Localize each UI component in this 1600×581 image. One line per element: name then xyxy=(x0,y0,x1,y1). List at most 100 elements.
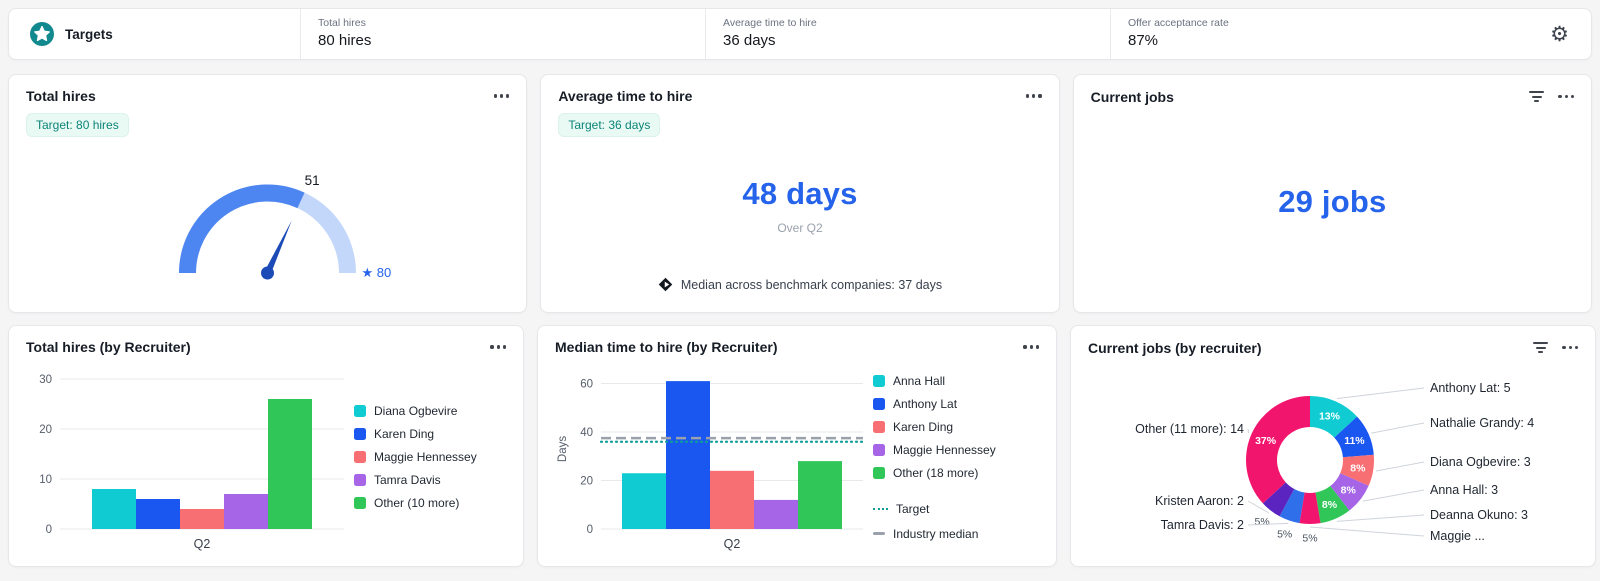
filter-icon[interactable] xyxy=(1529,88,1545,105)
gauge-target-label: ★ 80 xyxy=(362,265,392,280)
slice-percent-label: 5% xyxy=(1302,533,1317,545)
metric-value: 48 days xyxy=(742,175,858,211)
legend-label: Karen Ding xyxy=(893,419,954,434)
legend-label: Maggie Hennessey xyxy=(893,442,996,457)
donut-slice-diana-ogbevire[interactable] xyxy=(1340,454,1374,486)
donut-slice-tamra-davis[interactable] xyxy=(1279,489,1305,524)
chart-legend: Diana Ogbevire Karen Ding Maggie Hennessey… xyxy=(354,404,506,510)
bar-diana-ogbevire[interactable] xyxy=(92,489,136,529)
donut-label-kristen-aaron: Kristen Aaron: 2 xyxy=(1155,494,1244,508)
bar-maggie-hennessey[interactable] xyxy=(754,499,798,529)
topbar-stat-offer-acceptance: Offer acceptance rate 87% xyxy=(1111,9,1516,59)
legend-item-target: Target xyxy=(873,502,1039,516)
legend-swatch xyxy=(354,405,366,417)
legend-item-other-10-more: Other (10 more) xyxy=(354,496,506,510)
card-title: Total hires xyxy=(26,88,96,104)
legend-item-maggie-hennessey: Maggie Hennessey xyxy=(873,443,1039,457)
total-hires-bar-chart: 0 10 20 30 Q2 xyxy=(39,374,344,551)
topbar-stat-avg-time-to-hire: Average time to hire 36 days xyxy=(706,9,1111,59)
donut-slice-anna-hall[interactable] xyxy=(1330,473,1369,511)
legend-swatch xyxy=(354,497,366,509)
more-menu-icon[interactable] xyxy=(1023,341,1039,352)
y-tick-label: 20 xyxy=(39,424,52,436)
more-menu-icon[interactable] xyxy=(490,341,506,352)
legend-dotted-line-swatch xyxy=(873,507,888,510)
donut-slice-kristen-aaron[interactable] xyxy=(1262,482,1295,517)
donut-slice-deanna-okuno[interactable] xyxy=(1315,486,1350,524)
y-tick-label: 30 xyxy=(39,374,52,386)
donut-label-anna-hall: Anna Hall: 3 xyxy=(1430,483,1498,497)
slice-percent-label: 8% xyxy=(1350,463,1366,475)
settings-gear-icon[interactable]: ⚙ xyxy=(1550,22,1569,46)
more-menu-icon[interactable] xyxy=(1026,90,1042,101)
bar-maggie-hennessey[interactable] xyxy=(180,509,224,529)
leader-line-tamra-davis xyxy=(1247,523,1289,526)
legend-item-karen-ding: Karen Ding xyxy=(354,427,506,441)
metric-value: 29 jobs xyxy=(1278,184,1387,220)
more-menu-icon[interactable] xyxy=(1558,91,1574,102)
leader-line-maggie xyxy=(1309,526,1425,537)
donut-slice-anthony-lat[interactable] xyxy=(1310,396,1358,438)
stat-value: 80 hires xyxy=(318,32,372,49)
legend-item-karen-ding: Karen Ding xyxy=(873,420,1039,434)
card-total-hires: Total hires Target: 80 hires 51 ★ 80 xyxy=(8,74,528,313)
y-tick-label: 40 xyxy=(580,427,593,439)
legend-swatch xyxy=(873,397,885,410)
bar-anna-hall[interactable] xyxy=(622,473,666,529)
bar-karen-ding[interactable] xyxy=(136,499,180,529)
legend-label: Tamra Davis xyxy=(374,473,441,487)
page-title: Targets xyxy=(65,26,113,42)
bar-other-18-more[interactable] xyxy=(798,461,842,529)
legend-label: Target xyxy=(896,501,930,516)
topbar-stat-total-hires: Total hires 80 hires xyxy=(301,9,706,59)
legend-item-industry-median: Industry median xyxy=(873,527,1039,541)
gauge-value-label: 51 xyxy=(305,173,320,188)
legend-item-diana-ogbevire: Diana Ogbevire xyxy=(354,404,506,418)
donut-label-nathalie-grandy: Nathalie Grandy: 4 xyxy=(1430,416,1534,430)
bar-other-10-more[interactable] xyxy=(268,399,312,529)
donut-slice-other-11-more[interactable] xyxy=(1246,396,1310,504)
card-current-jobs: Current jobs 29 jobs xyxy=(1072,74,1592,313)
card-title: Current jobs xyxy=(1090,88,1174,105)
slice-percent-label: 8% xyxy=(1341,485,1357,497)
filter-icon[interactable] xyxy=(1533,339,1549,356)
donut-slice-nathalie-grandy[interactable] xyxy=(1334,416,1374,458)
donut-label-diana-ogbevire: Diana Ogbevire: 3 xyxy=(1430,455,1531,469)
legend-swatch xyxy=(873,374,885,387)
topbar: Targets Total hires 80 hires Average tim… xyxy=(8,8,1592,60)
donut-label-tamra-davis: Tamra Davis: 2 xyxy=(1161,518,1244,532)
topbar-actions: ⚙ xyxy=(1516,9,1591,59)
leader-line-kristen-aaron xyxy=(1247,500,1270,514)
targets-logo-icon xyxy=(30,22,54,46)
donut-slice-maggie[interactable] xyxy=(1299,492,1321,525)
legend-label: Maggie Hennessey xyxy=(374,450,477,464)
legend-swatch xyxy=(354,474,366,486)
gauge-value-arc xyxy=(179,184,305,274)
bar-anthony-lat[interactable] xyxy=(666,381,710,529)
leader-line-anthony-lat xyxy=(1336,387,1425,400)
y-axis-label: Days xyxy=(557,436,569,462)
gauge-hub xyxy=(261,266,275,280)
slice-percent-label: 37% xyxy=(1255,435,1277,447)
legend-label: Karen Ding xyxy=(374,427,435,441)
card-current-jobs-by-recruiter: Current jobs (by recruiter) 13% 11% 8% 8% 8%… xyxy=(1070,325,1596,567)
legend-label: Anthony Lat xyxy=(893,396,958,411)
legend-swatch xyxy=(873,443,885,456)
legend-label: Other (18 more) xyxy=(893,465,979,480)
legend-item-anna-hall: Anna Hall xyxy=(873,374,1039,388)
stat-label: Average time to hire xyxy=(723,17,817,29)
median-time-bar-chart: 0 20 40 60 Days Q2 xyxy=(557,379,865,551)
more-menu-icon[interactable] xyxy=(1562,342,1578,353)
legend-swatch xyxy=(354,428,366,440)
chart-legend: Anna Hall Anthony Lat Karen Ding Maggie Hen… xyxy=(873,374,1039,541)
card-title: Total hires (by Recruiter) xyxy=(26,339,191,355)
stat-value: 36 days xyxy=(723,32,776,49)
bar-karen-ding[interactable] xyxy=(710,470,754,529)
y-tick-label: 20 xyxy=(580,476,593,488)
x-category-label: Q2 xyxy=(724,537,741,551)
legend-reference-group: Target Industry median xyxy=(873,502,1039,541)
more-menu-icon[interactable] xyxy=(493,90,510,101)
bar-tamra-davis[interactable] xyxy=(224,494,268,529)
legend-dash-swatch xyxy=(873,532,885,535)
